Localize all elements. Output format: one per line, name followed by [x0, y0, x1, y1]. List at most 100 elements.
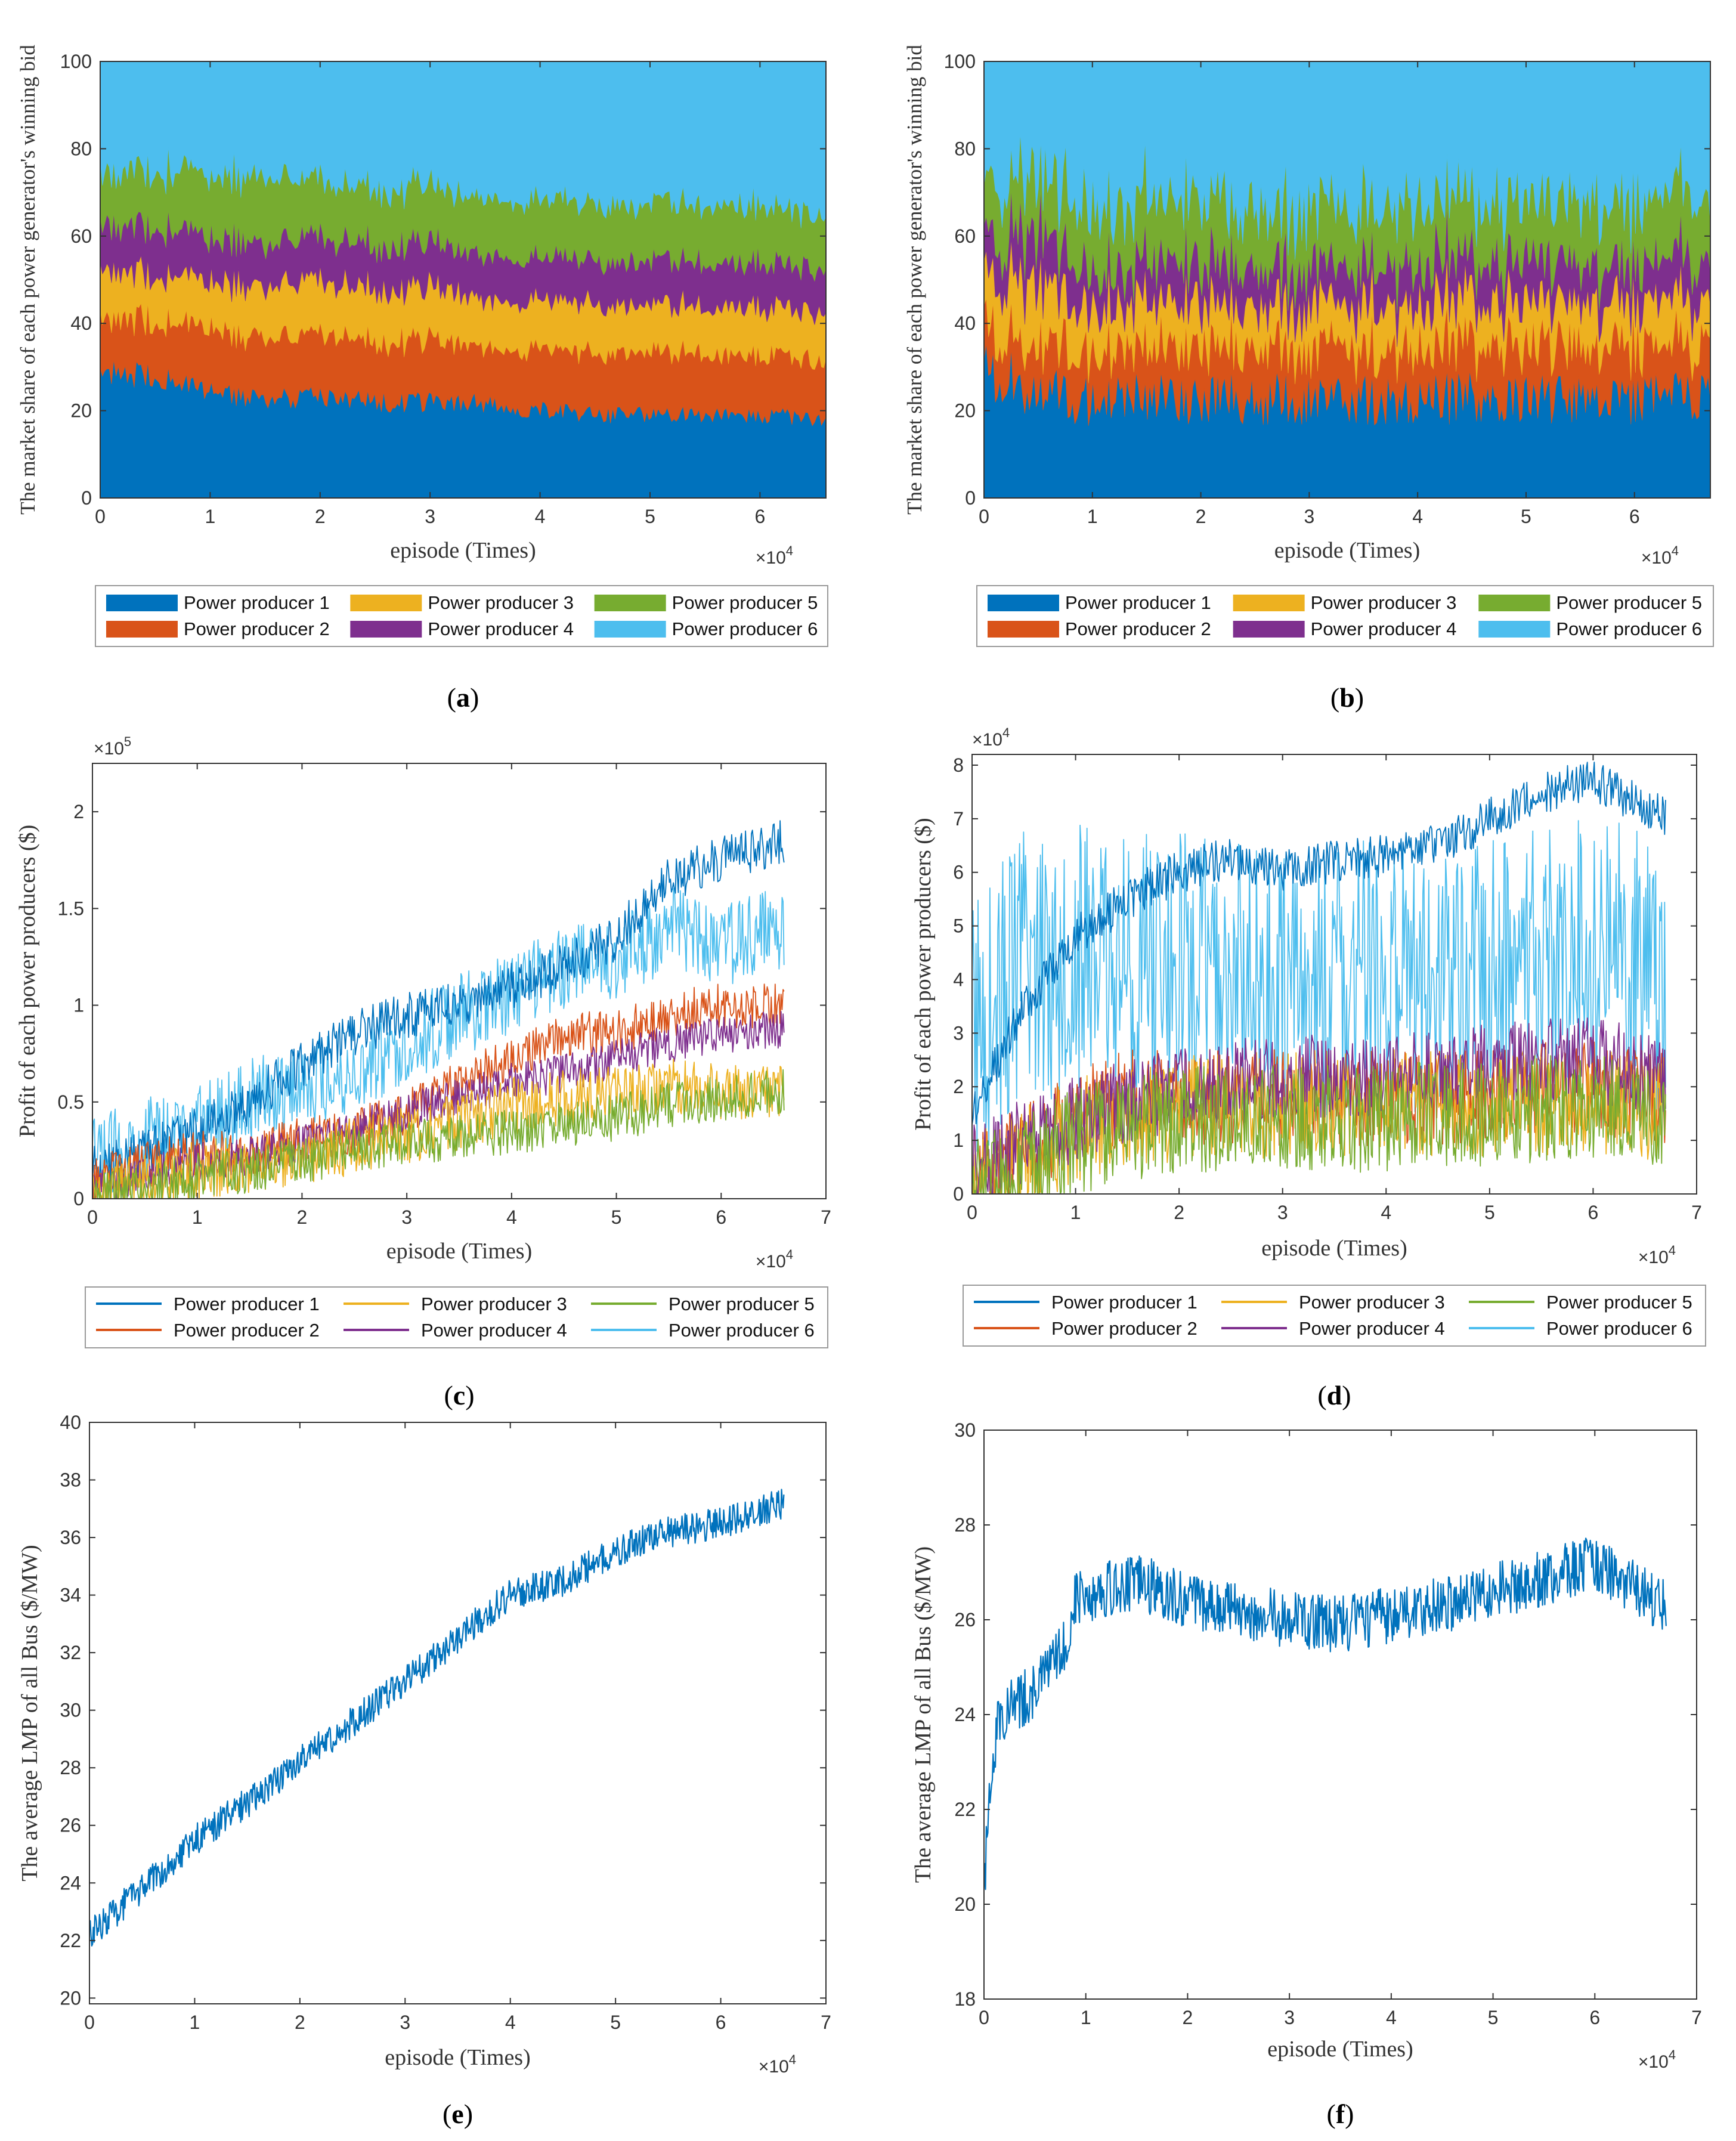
- y-tick-label: 24: [954, 1704, 976, 1725]
- line-series-power-producer-6: [92, 887, 785, 1199]
- x-tick-label: 1: [190, 2012, 200, 2033]
- legend-entry: Power producer 2: [1065, 618, 1211, 639]
- legend-entry: Power producer 1: [1051, 1292, 1197, 1313]
- legend-entry: Power producer 4: [428, 618, 574, 639]
- x-tick-label: 6: [716, 1206, 726, 1228]
- y-tick-label: 20: [954, 1894, 976, 1915]
- legend-entry: Power producer 6: [669, 1320, 815, 1341]
- x-tick-label: 1: [192, 1206, 203, 1228]
- legend-swatch: [350, 595, 422, 611]
- legend-entry: Power producer 5: [669, 1294, 815, 1314]
- y-axis-label: The market share of each power generator…: [903, 45, 926, 515]
- legend-entry: Power producer 3: [428, 592, 574, 613]
- legend-entry: Power producer 4: [421, 1320, 567, 1341]
- y-axis-label: Profit of each power producers ($): [15, 825, 40, 1137]
- y-axis-label: Profit of each power producers ($): [911, 818, 936, 1130]
- legend-entry: Power producer 1: [1065, 592, 1211, 613]
- x-tick-label: 2: [1196, 506, 1206, 527]
- x-tick-label: 6: [1629, 506, 1640, 527]
- plot-content: [984, 1537, 1667, 1891]
- legend-entry: Power producer 3: [421, 1294, 567, 1314]
- y-tick-label: 30: [60, 1700, 81, 1721]
- x-tick-label: 3: [1277, 1202, 1288, 1223]
- legend-entry: Power producer 3: [1299, 1292, 1445, 1313]
- x-multiplier: ×104: [756, 1247, 793, 1271]
- x-tick-label: 0: [967, 1202, 977, 1223]
- y-tick-label: 0: [953, 1183, 964, 1205]
- legend-swatch: [988, 595, 1059, 611]
- legend-entry: Power producer 6: [1556, 618, 1702, 639]
- x-tick-label: 4: [1381, 1202, 1391, 1223]
- legend-box: [963, 1285, 1706, 1347]
- y-tick-label: 5: [953, 915, 964, 937]
- legend-entry: Power producer 5: [1546, 1292, 1692, 1313]
- legend-entry: Power producer 1: [174, 1294, 320, 1314]
- y-tick-label: 20: [954, 400, 976, 422]
- legend: Power producer 1 Power producer 2 Power pr…: [976, 585, 1714, 647]
- panel-caption: (d): [1317, 1380, 1351, 1410]
- x-tick-label: 7: [821, 2012, 831, 2033]
- y-tick-label: 2: [953, 1076, 964, 1097]
- y-tick-label: 24: [60, 1872, 81, 1894]
- chart-panel-c: 0 1 2 3 4 5 6 7 0 0.5 1 1.5 2 ×104 ×105 episode (Times)…: [15, 734, 831, 1410]
- y-tick-label: 20: [70, 400, 92, 422]
- x-tick-label: 2: [1174, 1202, 1184, 1223]
- y-axis-label: The average LMP of all Bus ($/MW): [17, 1545, 42, 1881]
- x-tick-label: 5: [610, 2012, 621, 2033]
- x-tick-label: 0: [84, 2012, 95, 2033]
- panel-caption: (c): [444, 1380, 474, 1410]
- plot-area: [984, 1430, 1697, 1999]
- chart-panel-f: 0 1 2 3 4 5 6 7 18 20 22 24 26 28 30 ×104 episode (Times…: [911, 1419, 1702, 2129]
- axes-box: [983, 61, 1711, 499]
- y-tick-label: 40: [60, 1412, 81, 1433]
- y-tick-label: 28: [954, 1514, 976, 1536]
- x-multiplier: ×104: [1641, 543, 1679, 568]
- legend-swatch: [988, 621, 1059, 638]
- legend-box: [95, 585, 828, 647]
- y-tick-label: 30: [954, 1419, 976, 1441]
- panel-caption: (a): [447, 682, 479, 713]
- legend-box: [976, 585, 1714, 647]
- y-tick-label: 18: [954, 1988, 976, 2010]
- legend-swatch: [106, 621, 178, 638]
- y-tick-label: 36: [60, 1527, 81, 1548]
- line-series-power-producer-5: [972, 1055, 1666, 1194]
- panel-caption: (f): [1327, 2099, 1354, 2129]
- x-tick-label: 3: [400, 2012, 410, 2033]
- legend: Power producer 1 Power producer 2 Power pr…: [963, 1285, 1706, 1347]
- line-series-power-producer-1: [92, 820, 785, 1187]
- y-tick-label: 80: [70, 138, 92, 159]
- y-tick-label: 4: [953, 969, 964, 990]
- x-tick-label: 7: [821, 1206, 831, 1228]
- axes-box: [89, 1422, 827, 2004]
- legend-box: [85, 1286, 828, 1348]
- x-tick-label: 4: [506, 1206, 517, 1228]
- x-tick-label: 2: [295, 2012, 305, 2033]
- plot-area: [89, 1422, 826, 2004]
- legend-entry: Power producer 2: [184, 618, 330, 639]
- x-tick-label: 2: [297, 1206, 308, 1228]
- x-tick-label: 6: [1588, 1202, 1599, 1223]
- y-tick-label: 28: [60, 1757, 81, 1778]
- y-tick-label: 60: [70, 225, 92, 247]
- legend-swatch: [594, 621, 666, 638]
- y-tick-label: 0: [73, 1188, 84, 1209]
- x-axis-label: episode (Times): [1274, 538, 1421, 563]
- x-multiplier: ×104: [1638, 1243, 1676, 1267]
- x-multiplier: ×104: [1638, 2047, 1676, 2072]
- x-tick-label: 6: [1589, 2007, 1600, 2028]
- y-tick-label: 7: [953, 808, 964, 830]
- plot-content: [89, 1489, 785, 1947]
- x-multiplier: ×104: [759, 2052, 796, 2077]
- x-tick-label: 0: [87, 1206, 98, 1228]
- y-tick-label: 22: [60, 1930, 81, 1951]
- x-tick-label: 5: [1484, 1202, 1495, 1223]
- legend-entry: Power producer 5: [672, 592, 818, 613]
- legend-swatch: [350, 621, 422, 638]
- y-axis-label: The average LMP of all Bus ($/MW): [911, 1546, 936, 1883]
- y-tick-label: 26: [60, 1815, 81, 1836]
- chart-panel-d: 0 1 2 3 4 5 6 7 0 1 2 3 4 5 6 7 8 ×104 ×104 episode (Times)…: [911, 725, 1706, 1410]
